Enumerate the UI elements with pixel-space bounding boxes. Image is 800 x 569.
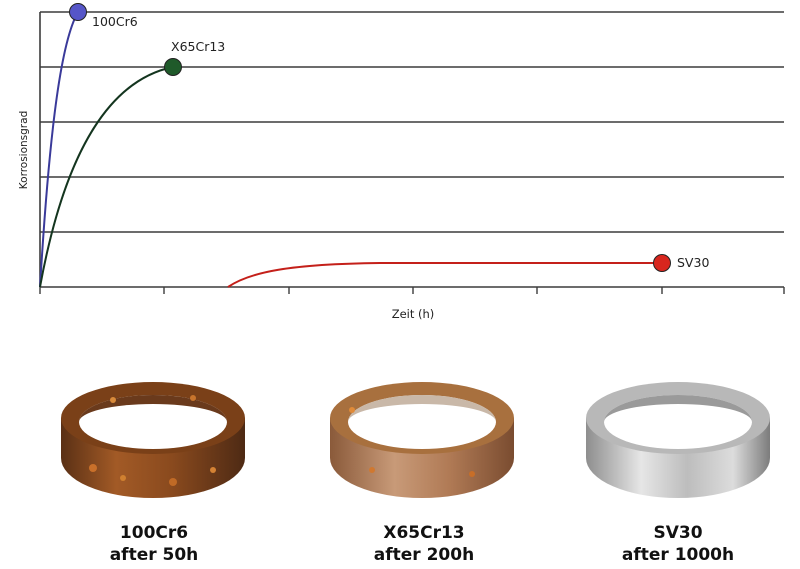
ring-photo-x65cr13 bbox=[330, 382, 514, 498]
sample-time: after 50h bbox=[109, 545, 199, 565]
series-marker-x65cr13 bbox=[164, 58, 182, 76]
sample-caption-sv30: SV30 after 1000h bbox=[578, 522, 778, 566]
sample-name: 100Cr6 bbox=[119, 523, 189, 543]
series-line-100cr6 bbox=[39, 11, 79, 288]
sample-time: after 1000h bbox=[621, 545, 735, 565]
x-axis-label: Zeit (h) bbox=[392, 307, 435, 321]
sample-name: X65Cr13 bbox=[383, 523, 465, 543]
ring-photo-100cr6 bbox=[61, 382, 245, 498]
sample-caption-100cr6: 100Cr6 after 50h bbox=[54, 522, 254, 566]
y-axis-label: Korrosionsgrad bbox=[18, 111, 30, 189]
series-label-sv30: SV30 bbox=[677, 255, 709, 270]
series-line-sv30 bbox=[227, 262, 662, 288]
sample-name: SV30 bbox=[653, 523, 703, 543]
series-label-x65cr13: X65Cr13 bbox=[171, 39, 225, 54]
gridlines bbox=[40, 11, 784, 233]
series-marker-sv30 bbox=[653, 254, 671, 272]
corrosion-chart: 100Cr6 X65Cr13 SV30 Zeit (h) Korrosionsg… bbox=[18, 3, 785, 321]
series-line-x65cr13 bbox=[39, 66, 174, 288]
series-label-100cr6: 100Cr6 bbox=[92, 14, 138, 29]
series-marker-100cr6 bbox=[69, 3, 87, 21]
sample-time: after 200h bbox=[373, 545, 475, 565]
ring-photo-sv30 bbox=[586, 382, 770, 498]
x-ticks bbox=[39, 287, 785, 294]
sample-caption-x65cr13: X65Cr13 after 200h bbox=[324, 522, 524, 566]
